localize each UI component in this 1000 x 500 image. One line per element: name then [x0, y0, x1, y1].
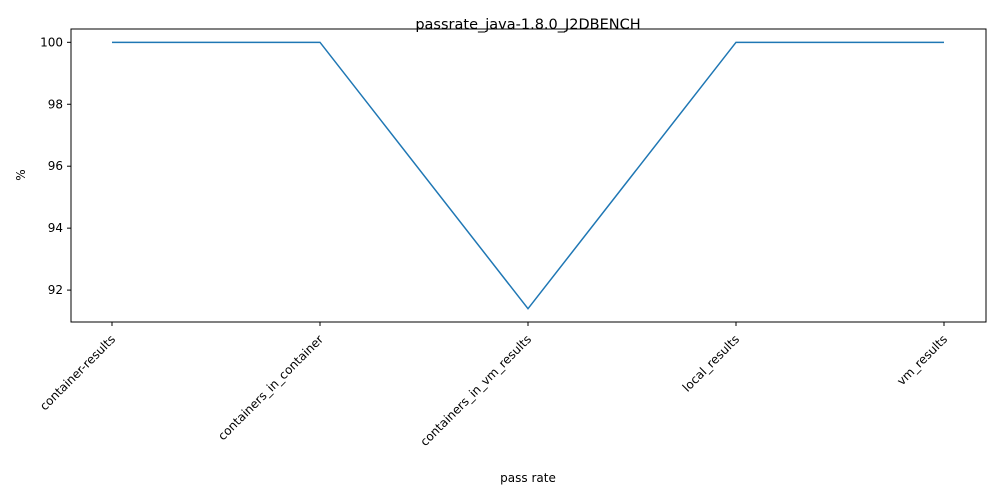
y-tick-label: 100	[40, 35, 63, 49]
chart-title: passrate_java-1.8.0_J2DBENCH	[415, 17, 640, 33]
x-tick-label: container-results	[37, 332, 118, 413]
y-axis-label: %	[14, 169, 28, 180]
x-tick-label: local_results	[680, 332, 742, 394]
y-tick-label: 98	[48, 97, 63, 111]
plot-area	[70, 28, 987, 323]
series-line	[112, 41, 944, 310]
x-tick-label: containers_in_container	[215, 332, 326, 443]
x-axis-label: pass rate	[500, 471, 556, 485]
x-tick-label: vm_results	[894, 332, 950, 388]
x-tick-label: containers_in_vm_results	[417, 332, 534, 449]
y-tick-label: 94	[48, 221, 63, 235]
y-tick-label: 96	[48, 159, 63, 173]
y-tick-label: 92	[48, 283, 63, 297]
x-axis: container-results containers_in_container…	[37, 322, 950, 449]
y-axis: 92 94 96 98 100	[40, 35, 71, 297]
series-layer	[112, 41, 944, 310]
